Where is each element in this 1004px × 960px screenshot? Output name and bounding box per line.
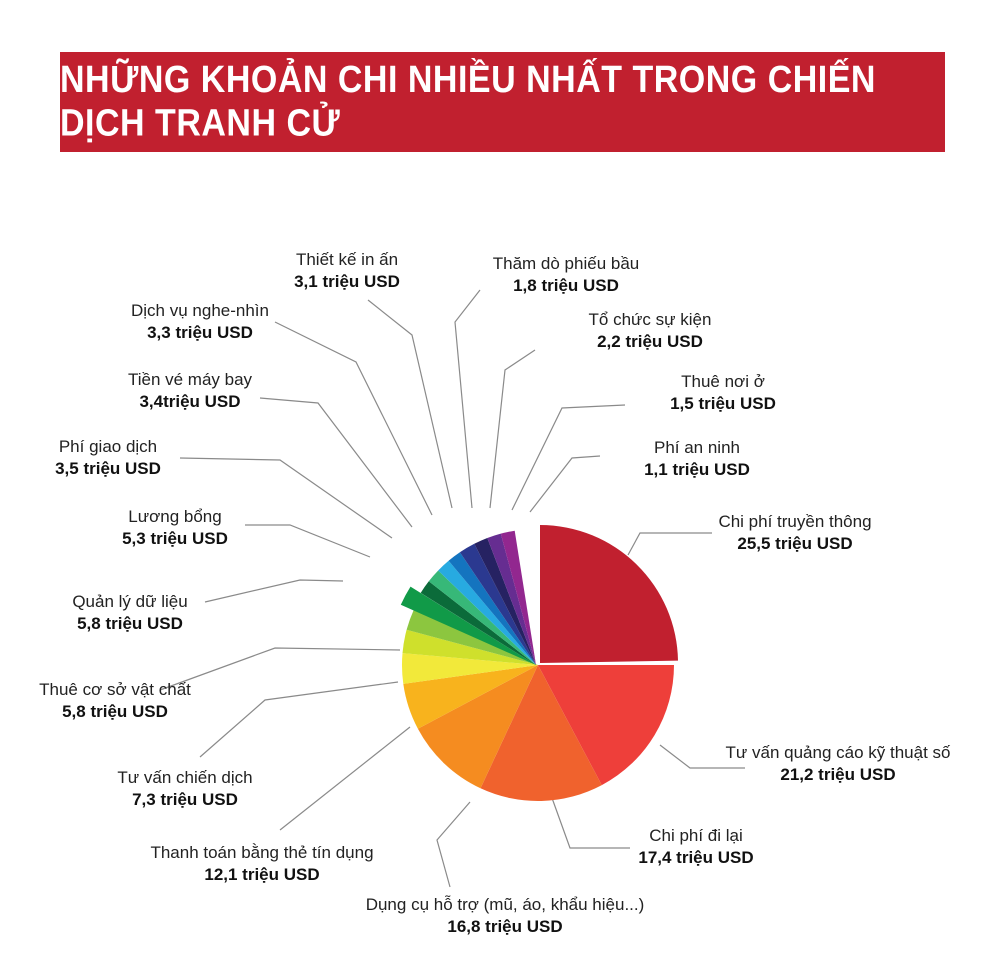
leader-line [245, 524, 371, 558]
slice-label: Tiền vé máy bay [128, 370, 253, 389]
slice-value-label: 1,5 triệu USD [670, 394, 776, 413]
slice-label: Thiết kế in ấn [296, 250, 398, 269]
slice-value-label: 3,5 triệu USD [55, 459, 161, 478]
pie-slice [459, 543, 536, 665]
leader-line [274, 321, 433, 516]
slice-label: Lương bổng [128, 507, 221, 526]
slice-value-label: 1,1 triệu USD [644, 460, 750, 479]
leader-line [259, 397, 413, 528]
slice-value-label: 3,3 triệu USD [147, 323, 253, 342]
slice-label: Chi phí đi lại [649, 826, 743, 845]
leader-line [367, 299, 453, 509]
leader-line [204, 579, 344, 603]
slice-label: Dụng cụ hỗ trợ (mũ, áo, khẩu hiệu...) [366, 895, 645, 914]
slice-labels: Chi phí truyền thông 25,5 triệu USD Tư vấn… [39, 250, 951, 936]
slice-value-label: 1,8 triệu USD [513, 276, 619, 295]
pie-slice [500, 530, 536, 665]
slice-label: Thăm dò phiếu bầu [493, 254, 640, 273]
slice-value-label: 5,8 triệu USD [77, 614, 183, 633]
pie-slice [403, 665, 538, 729]
pie-slices [400, 525, 678, 802]
pie-slice [420, 581, 536, 665]
slice-label: Quản lý dữ liệu [72, 592, 187, 611]
leader-line [436, 801, 471, 888]
slice-value-label: 2,2 triệu USD [597, 332, 703, 351]
slice-label: Tư vấn chiến dịch [117, 768, 252, 787]
slice-label: Tư vấn quảng cáo kỹ thuật số [726, 743, 952, 762]
pie-slice [402, 629, 538, 665]
slice-value-label: 7,3 triệu USD [132, 790, 238, 809]
page-title: NHỮNG KHOẢN CHI NHIỀU NHẤT TRONG CHIẾN D… [60, 58, 876, 145]
slice-value-label: 17,4 triệu USD [638, 848, 753, 867]
pie-slice [438, 560, 536, 665]
leader-line [489, 349, 536, 509]
slice-value-label: 3,4triệu USD [139, 392, 240, 411]
leader-line [159, 647, 401, 691]
leader-line [454, 289, 481, 509]
pie-slice [538, 665, 674, 786]
leader-line [179, 457, 393, 539]
slice-label: Phí giao dịch [59, 437, 157, 456]
pie-slice [448, 552, 536, 665]
slice-value-label: 5,3 triệu USD [122, 529, 228, 548]
pie-slice [417, 665, 538, 789]
pie-slice [474, 538, 536, 665]
leader-line [279, 726, 411, 831]
pie-slice [480, 665, 602, 802]
pie-slice [400, 586, 536, 665]
leader-lines [159, 289, 745, 888]
title-banner: NHỮNG KHOẢN CHI NHIỀU NHẤT TRONG CHIẾN D… [60, 52, 945, 152]
slice-label: Tổ chức sự kiện [589, 310, 712, 329]
leader-line [199, 681, 399, 758]
pie-slice [487, 533, 536, 665]
slice-value-label: 25,5 triệu USD [737, 534, 852, 553]
slice-value-label: 21,2 triệu USD [780, 765, 895, 784]
slice-label: Chi phí truyền thông [718, 512, 871, 531]
slice-value-label: 3,1 triệu USD [294, 272, 400, 291]
pie-slice [540, 525, 678, 663]
leader-line [659, 744, 745, 769]
pie-slice [401, 653, 538, 684]
slice-value-label: 12,1 triệu USD [204, 865, 319, 884]
slice-label: Phí an ninh [654, 438, 740, 457]
slice-label: Thuê cơ sở vật chất [39, 680, 191, 699]
leader-line [529, 455, 601, 513]
leader-line [627, 532, 712, 556]
slice-label: Thanh toán bằng thẻ tín dụng [150, 843, 373, 862]
leader-line [551, 797, 630, 849]
slice-label: Thuê nơi ở [681, 372, 765, 391]
slice-label: Dịch vụ nghe-nhìn [131, 301, 269, 320]
leader-line [511, 404, 626, 511]
pie-slice [428, 570, 536, 665]
slice-value-label: 16,8 triệu USD [447, 917, 562, 936]
slice-value-label: 5,8 triệu USD [62, 702, 168, 721]
